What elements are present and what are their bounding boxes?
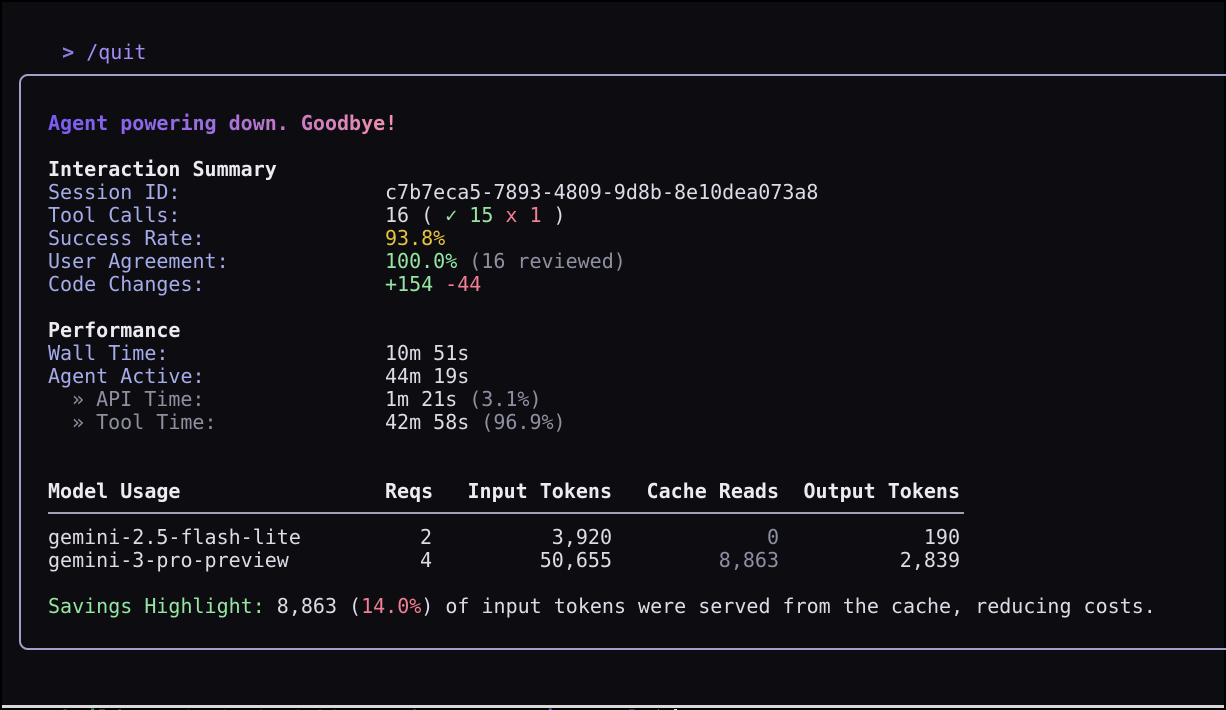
code-changes-removed: -44 — [445, 272, 482, 296]
session-id-value: c7b7eca5-7893-4809-9d8b-8e10dea073a8 — [385, 180, 819, 204]
prompt-separator: : — [339, 706, 351, 710]
code-changes-added: +154 — [385, 272, 434, 296]
user-agreement-label: User Agreement: — [48, 249, 229, 273]
tool-time-value: 42m 58s — [385, 410, 470, 434]
wall-time-row: Wall Time: 10m 51s — [48, 342, 1226, 365]
wall-time-value: 10m 51s — [385, 341, 470, 365]
model-name: gemini-3-pro-preview — [48, 548, 289, 572]
table-row: gemini-2.5-flash-lite 2 3,920 0 190 — [48, 526, 1226, 549]
output-tokens-value: 2,839 — [899, 548, 960, 572]
input-tokens-value: 3,920 — [551, 525, 612, 549]
tool-calls-success-count: ✓ 15 — [445, 203, 494, 227]
code-changes-label: Code Changes: — [48, 272, 205, 296]
api-time-row: » API Time: 1m 21s (3.1%) — [48, 388, 1226, 411]
output-tokens-column-header: Output Tokens — [803, 479, 960, 503]
input-tokens-value: 50,655 — [539, 548, 612, 572]
success-rate-value: 93.8% — [385, 226, 446, 250]
tool-calls-close-paren: ) — [541, 203, 566, 227]
goodbye-line: Agent powering down. Goodbye! — [48, 112, 1226, 135]
window-bottom-edge — [2, 705, 1224, 708]
model-usage-title: Model Usage — [48, 479, 181, 503]
reqs-column-header: Reqs — [385, 479, 434, 503]
code-changes-row: Code Changes: +154 -44 — [48, 273, 1226, 296]
success-rate-row: Success Rate: 93.8% — [48, 227, 1226, 250]
output-tokens-value: 190 — [923, 525, 960, 549]
session-id-row: Session ID: c7b7eca5-7893-4809-9d8b-8e10d… — [48, 181, 1226, 204]
quit-command-text: /quit — [86, 40, 147, 64]
reqs-value: 2 — [419, 525, 432, 549]
tool-calls-fail-count: x 1 — [505, 203, 542, 227]
model-usage-header-row: Model Usage Reqs Input Tokens Cache Reads Ou… — [48, 480, 1226, 503]
wall-time-label: Wall Time: — [48, 341, 169, 365]
tool-calls-label: Tool Calls: — [48, 203, 181, 227]
working-directory: ~/Workspaces/gcpimexample — [351, 706, 652, 710]
input-prompt-symbol: > — [62, 40, 75, 64]
user-agreement-note: (16 reviewed) — [469, 249, 626, 273]
interaction-summary-title: Interaction Summary — [48, 157, 277, 181]
tool-time-percent: (96.9%) — [481, 410, 566, 434]
cache-reads-column-header: Cache Reads — [646, 479, 779, 503]
api-time-percent: (3.1%) — [469, 387, 542, 411]
quit-command-line: > /quit — [14, 18, 146, 87]
table-divider — [48, 512, 964, 514]
api-time-label: » API Time: — [72, 387, 205, 411]
input-tokens-column-header: Input Tokens — [467, 479, 613, 503]
tool-calls-count: 16 ( — [385, 203, 446, 227]
table-row: gemini-3-pro-preview 4 50,655 8,863 2,839 — [48, 549, 1226, 572]
tool-calls-row: Tool Calls: 16 ( ✓ 15 x 1 ) — [48, 204, 1226, 227]
tool-time-label: » Tool Time: — [72, 410, 217, 434]
user-host: builder@DESKTOP-QADGF36 — [62, 706, 339, 710]
session-id-label: Session ID: — [48, 180, 181, 204]
savings-highlight-row: Savings Highlight: 8,863 (14.0%) of inpu… — [48, 595, 1226, 618]
user-agreement-value: 100.0% — [385, 249, 458, 273]
agent-active-value: 44m 19s — [385, 364, 470, 388]
reqs-value: 4 — [419, 548, 432, 572]
success-rate-label: Success Rate: — [48, 226, 205, 250]
savings-amount: 8,863 ( — [264, 594, 362, 618]
savings-highlight-label: Savings Highlight: — [48, 594, 265, 618]
performance-title: Performance — [48, 318, 181, 342]
user-agreement-row: User Agreement: 100.0% (16 reviewed) — [48, 250, 1226, 273]
session-summary-panel: Agent powering down. Goodbye! Interactio… — [19, 74, 1226, 650]
savings-description: ) of input tokens were served from the c… — [421, 594, 1156, 618]
savings-percent: 14.0% — [361, 594, 422, 618]
dollar-prompt-symbol: $ — [652, 706, 664, 710]
goodbye-message: Agent powering down. Goodbye! — [48, 111, 398, 135]
cache-reads-value: 0 — [766, 525, 779, 549]
agent-active-label: Agent Active: — [48, 364, 205, 388]
api-time-value: 1m 21s — [385, 387, 458, 411]
cache-reads-value: 8,863 — [718, 548, 779, 572]
model-name: gemini-2.5-flash-lite — [48, 525, 301, 549]
agent-active-row: Agent Active: 44m 19s — [48, 365, 1226, 388]
tool-time-row: » Tool Time: 42m 58s (96.9%) — [48, 411, 1226, 434]
